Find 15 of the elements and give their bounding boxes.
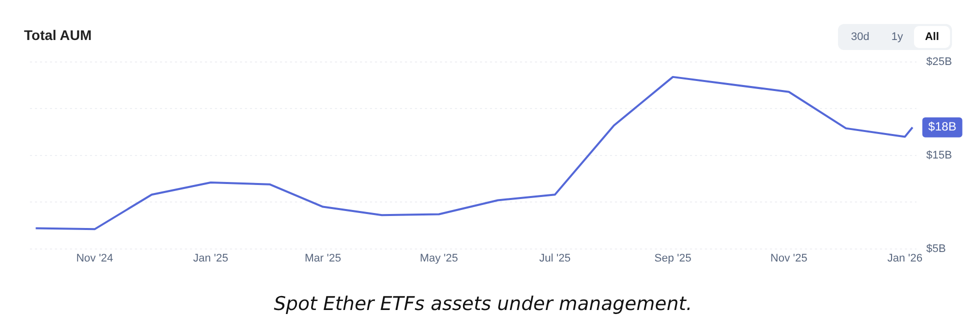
y-tick-label: $25B: [926, 56, 952, 68]
y-tick-label: $5B: [926, 242, 946, 255]
x-tick-label: Sep '25: [654, 252, 692, 264]
x-tick-label: May '25: [420, 252, 458, 264]
x-tick-label: Jan '25: [193, 252, 228, 264]
x-tick-label: Jan '26: [887, 252, 922, 264]
x-tick-label: Nov '25: [770, 252, 808, 264]
chart-title: Total AUM: [24, 27, 92, 43]
x-tick-label: Jul '25: [539, 252, 571, 264]
text: Spot Ether ETFs assets under management.: [272, 293, 694, 315]
data-label: $18B: [928, 120, 956, 134]
x-tick-label: Nov '24: [76, 252, 114, 264]
time-range-toggle: 30d 1y All: [838, 24, 952, 50]
x-tick-label: Mar '25: [304, 252, 342, 264]
y-tick-label: $15B: [926, 149, 952, 162]
